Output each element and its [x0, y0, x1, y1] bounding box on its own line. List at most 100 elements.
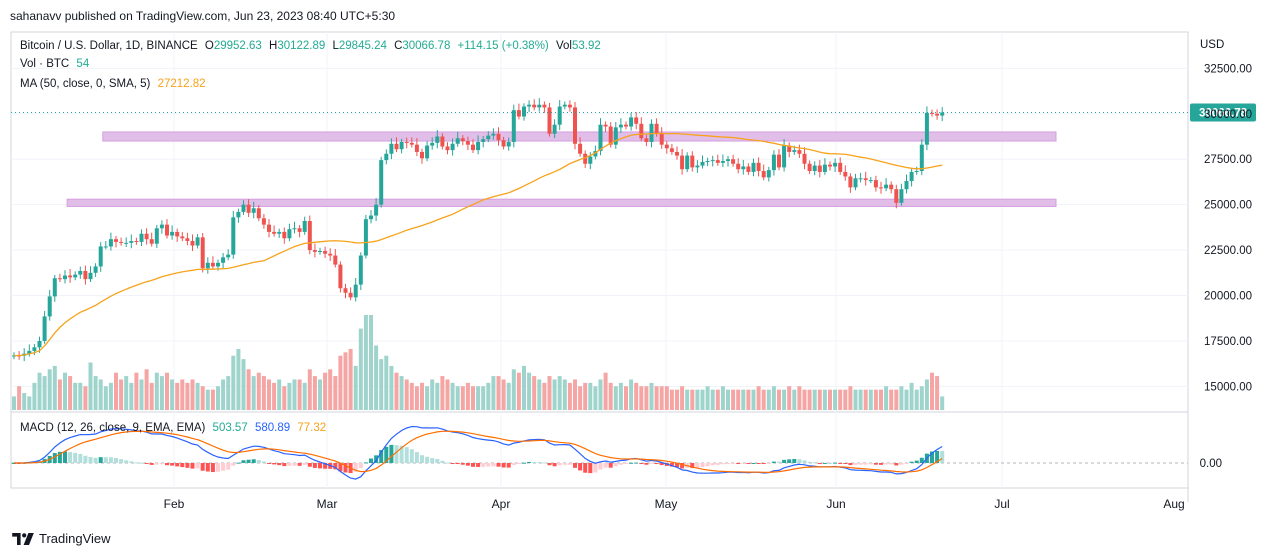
candle-body — [134, 240, 139, 242]
macd-histogram-bar — [440, 460, 445, 463]
volume-bar — [741, 389, 746, 410]
candle-body — [318, 250, 322, 252]
ma-study-value: 27212.82 — [157, 78, 206, 90]
macd-histogram-bar — [746, 463, 751, 464]
candle-body — [624, 124, 628, 127]
volume-bar — [593, 386, 598, 410]
macd-histogram-bar — [287, 463, 292, 466]
macd-histogram-bar — [134, 462, 139, 464]
volume-bar — [629, 379, 634, 410]
volume-bar — [603, 372, 608, 410]
candle-body — [216, 262, 220, 267]
macd-histogram-bar — [914, 460, 919, 463]
macd-histogram-bar — [598, 463, 603, 470]
macd-histogram-bar — [399, 445, 404, 463]
candle-body — [139, 233, 144, 242]
macd-histogram-bar — [792, 459, 797, 463]
macd-histogram-bar — [241, 460, 246, 463]
candle-body — [108, 239, 113, 247]
volume-bar — [532, 376, 537, 410]
macd-histogram-bar — [496, 463, 501, 467]
macd-histogram-bar — [777, 461, 781, 463]
volume-bar — [613, 386, 618, 410]
volume-bar — [542, 382, 547, 410]
volume-bar — [736, 389, 741, 410]
macd-histogram-bar — [618, 463, 623, 465]
macd-histogram-bar — [267, 463, 271, 464]
macd-histogram-bar — [899, 463, 904, 465]
candle-body — [353, 284, 358, 298]
macd-histogram-bar — [256, 460, 261, 463]
volume-bar — [588, 382, 593, 410]
macd-histogram-bar — [624, 463, 628, 465]
macd-histogram-bar — [119, 459, 124, 463]
footer-brand[interactable]: TradingView — [12, 531, 111, 546]
macd-histogram-bar — [547, 463, 552, 466]
time-tick-label: Apr — [492, 497, 511, 511]
candle-body — [73, 274, 78, 278]
macd-histogram-bar — [261, 461, 266, 463]
candle-body — [379, 160, 384, 205]
candle-body — [333, 255, 338, 265]
candle-body — [613, 127, 618, 145]
macd-histogram-bar — [828, 462, 832, 464]
volume-bar — [894, 389, 899, 410]
volume-bar — [578, 386, 583, 410]
candle-body — [573, 107, 577, 144]
volume-bar — [848, 386, 853, 410]
volume-bar — [343, 352, 348, 410]
macd-histogram-bar — [782, 459, 787, 463]
volume-bar — [792, 389, 797, 410]
volume-bar — [185, 382, 190, 410]
volume-bar — [573, 379, 577, 410]
macd-legend[interactable]: MACD (12, 26, close, 9, EMA, EMA) 503.57… — [20, 422, 330, 434]
macd-histogram-bar — [578, 463, 583, 471]
volume-bar — [12, 396, 16, 410]
macd-histogram-bar — [353, 463, 358, 472]
macd-histogram-bar — [481, 463, 486, 467]
macd-histogram-bar — [68, 452, 73, 463]
candle-body — [384, 153, 389, 161]
volume-study-name: Vol · BTC — [20, 58, 70, 70]
macd-histogram-bar — [236, 462, 241, 464]
volume-bar — [843, 389, 848, 410]
candle-body — [358, 255, 363, 285]
volume-bar — [924, 379, 929, 410]
macd-histogram-bar — [63, 451, 67, 463]
volume-bar — [124, 376, 129, 410]
volume-bar — [940, 396, 945, 410]
volume-bar — [297, 379, 302, 410]
macd-histogram-bar — [583, 463, 588, 473]
candle-body — [680, 155, 685, 170]
candle-body — [251, 208, 256, 213]
volume-legend[interactable]: Vol · BTC 54 — [20, 58, 93, 70]
volume-bar — [751, 389, 756, 410]
ma-legend[interactable]: MA (50, close, 0, SMA, 5) 27212.82 — [20, 78, 210, 90]
macd-histogram-bar — [374, 455, 379, 463]
candle-body — [455, 138, 460, 144]
macd-histogram-bar — [476, 463, 481, 467]
symbol-name[interactable]: Bitcoin / U.S. Dollar, 1D, BINANCE — [20, 40, 198, 52]
macd-histogram-bar — [654, 463, 659, 465]
candle-body — [180, 236, 185, 239]
volume-bar — [328, 369, 333, 410]
volume-bar — [205, 389, 210, 410]
candle-body — [88, 272, 93, 280]
main-legend: Bitcoin / U.S. Dollar, 1D, BINANCE O2995… — [20, 40, 605, 52]
volume-bar — [292, 379, 297, 410]
candle-body — [736, 163, 741, 170]
volume-bar — [52, 365, 57, 410]
volume-bar — [909, 382, 914, 410]
candle-body — [552, 124, 557, 134]
macd-signal-value: 77.32 — [297, 422, 327, 434]
volume-bar — [277, 379, 282, 410]
volume-bar — [481, 386, 486, 410]
volume-bar — [83, 386, 88, 410]
volume-bar — [746, 389, 751, 410]
candle-body — [710, 160, 715, 162]
candle-body — [654, 123, 659, 134]
candle-body — [822, 164, 827, 172]
candle-body — [690, 155, 695, 168]
volume-bar — [879, 389, 883, 410]
